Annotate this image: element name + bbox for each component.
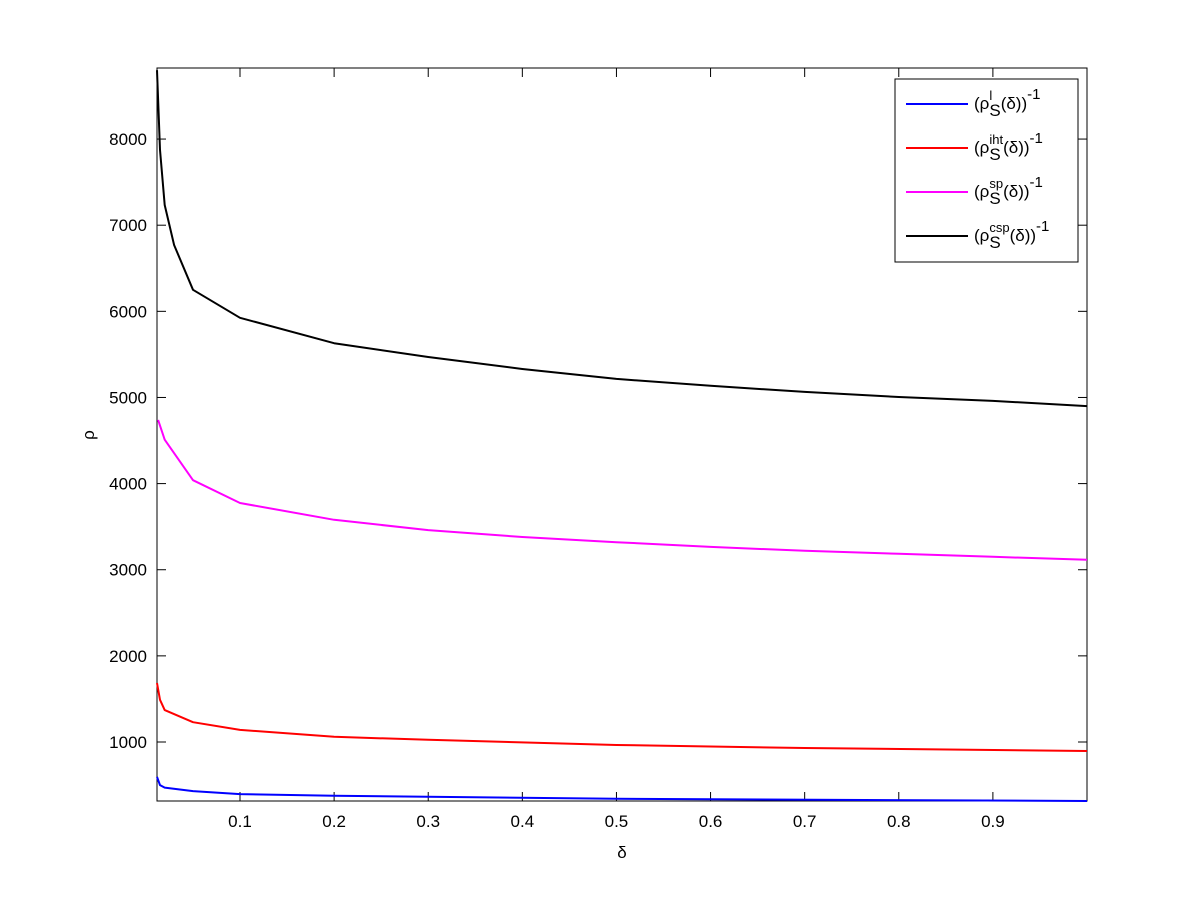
x-axis-label: δ xyxy=(617,843,626,862)
y-tick-label: 8000 xyxy=(109,130,147,149)
y-tick-label: 7000 xyxy=(109,216,147,235)
legend-box xyxy=(894,78,1079,263)
series-line xyxy=(156,776,1088,802)
legend-label-part: (ρ xyxy=(974,182,989,201)
legend-label-part: -1 xyxy=(1036,218,1049,235)
legend-label-part: (ρ xyxy=(974,94,989,113)
legend-label-part: -1 xyxy=(1030,174,1043,191)
x-tick-label: 0.2 xyxy=(322,812,346,831)
x-tick-label: 0.3 xyxy=(416,812,440,831)
y-tick-label: 1000 xyxy=(109,733,147,752)
legend-label-part: l xyxy=(989,88,992,103)
y-tick-label: 2000 xyxy=(109,647,147,666)
y-tick-label: 5000 xyxy=(109,388,147,407)
legend-label-part: (δ)) xyxy=(1001,94,1027,113)
x-tick-label: 0.5 xyxy=(605,812,629,831)
legend-label-part: csp xyxy=(989,220,1009,235)
series-line xyxy=(157,419,1088,561)
legend-label-part: (δ)) xyxy=(1003,138,1029,157)
x-tick-label: 0.4 xyxy=(511,812,535,831)
legend-label-part: S xyxy=(989,145,1000,164)
legend-label: (ρiht S (δ))-1 xyxy=(974,130,1043,164)
legend-label: (ρl S(δ))-1 xyxy=(974,86,1040,120)
legend-label-part: S xyxy=(989,233,1000,252)
legend-label-part: sp xyxy=(989,176,1003,191)
x-tick-label: 0.8 xyxy=(887,812,911,831)
series-line xyxy=(156,682,1088,752)
legend-label-part: -1 xyxy=(1030,130,1043,147)
series-line xyxy=(156,70,1088,408)
y-tick-label: 6000 xyxy=(109,302,147,321)
x-tick-label: 0.1 xyxy=(228,812,252,831)
legend-label-part: -1 xyxy=(1027,86,1040,103)
series-lines xyxy=(156,70,1088,802)
x-tick-label: 0.7 xyxy=(793,812,817,831)
legend-label-part: (ρ xyxy=(974,138,989,157)
legend-label-part: (δ)) xyxy=(1010,226,1036,245)
legend-label: (ρcsp S (δ))-1 xyxy=(974,218,1049,252)
y-tick-label: 4000 xyxy=(109,475,147,494)
legend-label-part: S xyxy=(989,101,1000,120)
legend-label: (ρsp S (δ))-1 xyxy=(974,174,1043,208)
y-axis-label: ρ xyxy=(79,430,98,440)
legend: (ρl S(δ))-1(ρiht S (δ))-1(ρsp S (δ))-1(ρcsp S(… xyxy=(894,78,1079,263)
legend-label-part: (ρ xyxy=(974,226,989,245)
x-tick-label: 0.6 xyxy=(699,812,723,831)
legend-label-part: S xyxy=(989,189,1000,208)
legend-label-part: (δ)) xyxy=(1003,182,1029,201)
x-tick-label: 0.9 xyxy=(981,812,1005,831)
y-tick-label: 3000 xyxy=(109,561,147,580)
legend-label-part: iht xyxy=(989,132,1003,147)
